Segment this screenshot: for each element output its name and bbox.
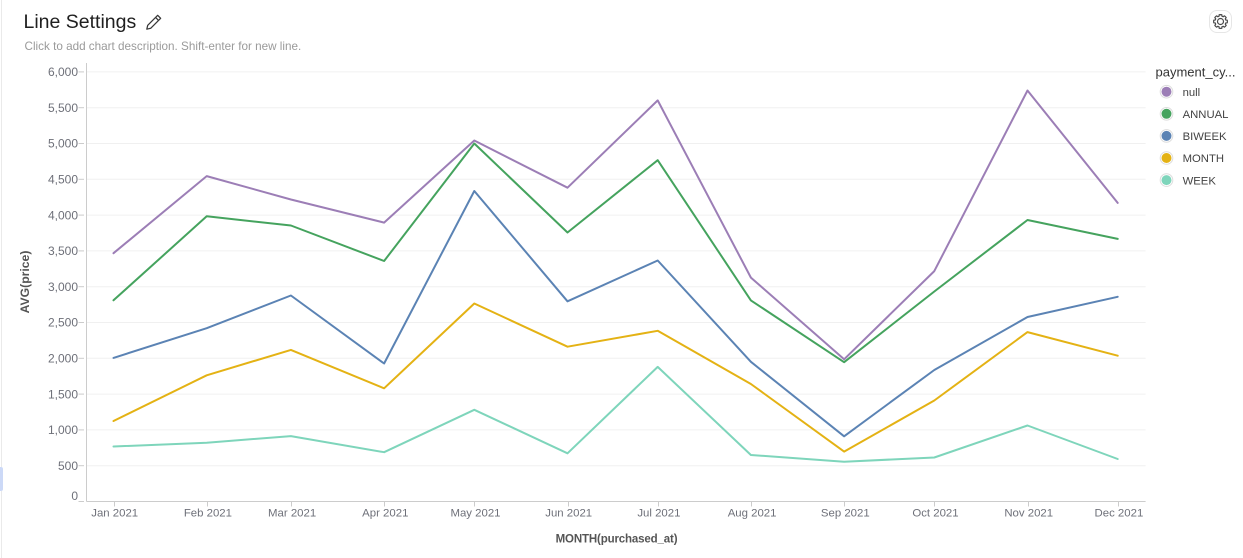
svg-text:Aug 2021: Aug 2021 xyxy=(728,508,777,520)
svg-text:WEEK: WEEK xyxy=(1183,175,1217,187)
svg-text:5,500: 5,500 xyxy=(48,101,78,115)
svg-text:2,000: 2,000 xyxy=(48,352,78,366)
svg-text:Oct 2021: Oct 2021 xyxy=(912,508,958,520)
svg-text:MONTH: MONTH xyxy=(1183,153,1224,165)
svg-text:1,000: 1,000 xyxy=(48,423,78,437)
svg-text:Sep 2021: Sep 2021 xyxy=(821,508,870,520)
svg-text:Nov 2021: Nov 2021 xyxy=(1004,508,1053,520)
svg-text:MONTH(purchased_at): MONTH(purchased_at) xyxy=(556,534,678,546)
svg-text:Mar 2021: Mar 2021 xyxy=(268,508,316,520)
svg-text:4,500: 4,500 xyxy=(48,173,78,187)
svg-text:3,500: 3,500 xyxy=(48,244,78,258)
svg-text:Apr 2021: Apr 2021 xyxy=(362,508,408,520)
svg-text:payment_cy...: payment_cy... xyxy=(1156,64,1236,79)
svg-text:Feb 2021: Feb 2021 xyxy=(184,508,232,520)
svg-text:AVG(price): AVG(price) xyxy=(18,251,32,314)
svg-text:0: 0 xyxy=(71,489,78,503)
svg-text:BIWEEK: BIWEEK xyxy=(1183,131,1227,143)
svg-text:Jan 2021: Jan 2021 xyxy=(91,508,138,520)
svg-text:null: null xyxy=(1183,87,1201,99)
svg-text:Dec 2021: Dec 2021 xyxy=(1095,508,1144,520)
svg-text:6,000: 6,000 xyxy=(48,65,78,79)
svg-text:Jul 2021: Jul 2021 xyxy=(637,508,680,520)
svg-text:1,500: 1,500 xyxy=(48,387,78,401)
svg-text:500: 500 xyxy=(58,459,78,473)
svg-text:May 2021: May 2021 xyxy=(450,508,500,520)
svg-text:4,000: 4,000 xyxy=(48,208,78,222)
svg-text:3,000: 3,000 xyxy=(48,280,78,294)
svg-text:ANNUAL: ANNUAL xyxy=(1183,109,1229,121)
svg-text:Jun 2021: Jun 2021 xyxy=(545,508,592,520)
svg-text:5,000: 5,000 xyxy=(48,137,78,151)
svg-text:2,500: 2,500 xyxy=(48,316,78,330)
